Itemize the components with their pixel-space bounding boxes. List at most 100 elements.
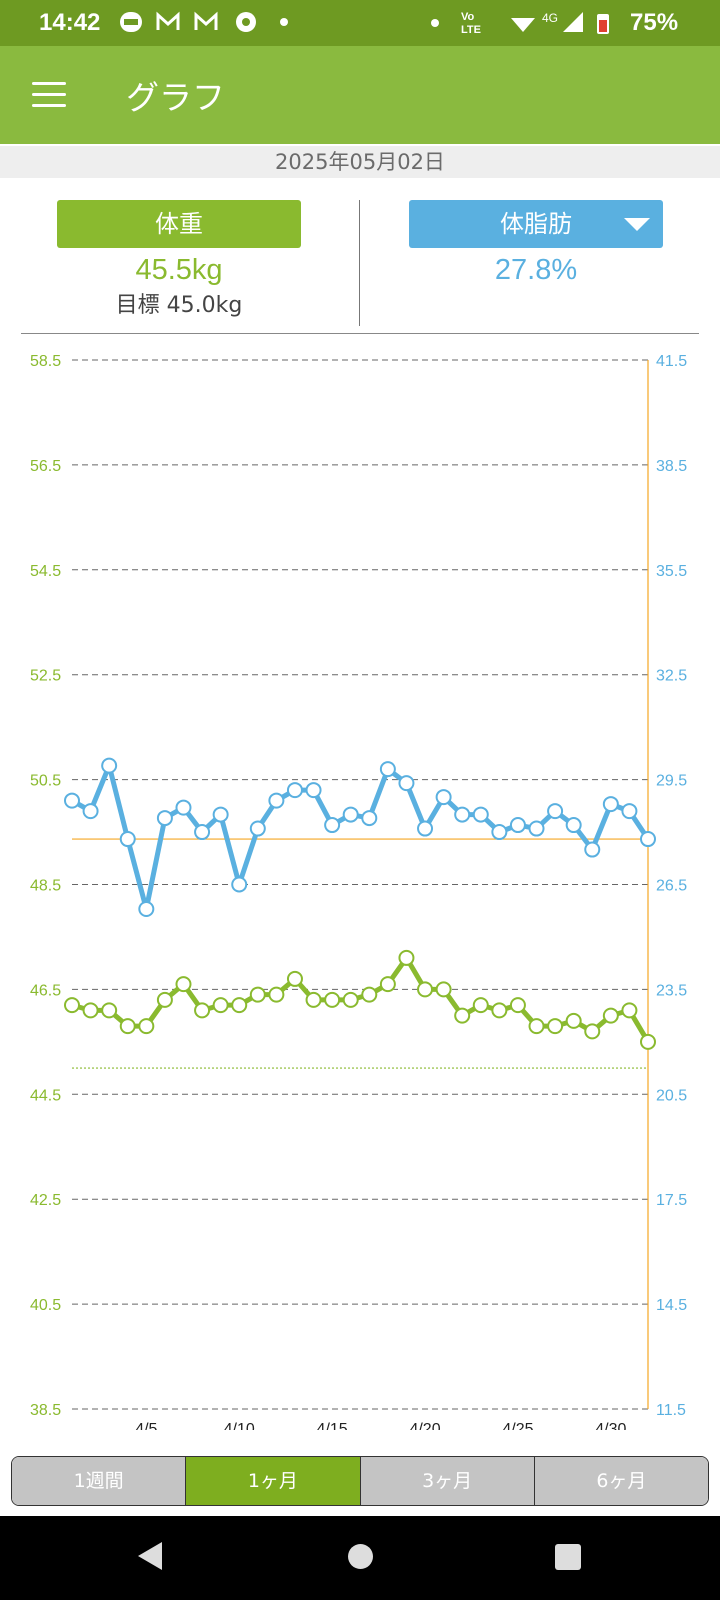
- tab-6-months[interactable]: 6ヶ月: [534, 1457, 708, 1505]
- system-icons: Vo LTE 4G: [431, 11, 609, 36]
- fat-data-point: [417, 820, 434, 837]
- recent-apps-icon[interactable]: [555, 1544, 581, 1570]
- system-nav-bar: [0, 1516, 720, 1600]
- battery-percent: 75%: [630, 9, 679, 36]
- y-right-tick-label: 38.5: [656, 458, 687, 475]
- weight-data-point: [101, 1002, 118, 1019]
- fat-summary: 体脂肪 27.8%: [408, 200, 664, 287]
- weight-data-point: [82, 1002, 99, 1019]
- back-icon[interactable]: [138, 1542, 162, 1570]
- page-title: グラフ: [126, 78, 225, 117]
- fat-data-point: [565, 817, 582, 834]
- weight-data-point: [547, 1018, 564, 1035]
- svg-text:LTE: LTE: [461, 24, 481, 36]
- weight-data-point: [286, 970, 303, 987]
- x-tick-label: 4/25: [502, 1421, 533, 1430]
- fat-dropdown[interactable]: 体脂肪: [409, 200, 663, 248]
- weight-data-point: [64, 997, 80, 1014]
- weight-data-point: [138, 1018, 155, 1035]
- chart-divider: [21, 333, 699, 334]
- fat-data-point: [472, 806, 489, 823]
- period-tabs: 1週間 1ヶ月 3ヶ月 6ヶ月: [11, 1456, 709, 1506]
- weight-data-point: [305, 991, 322, 1008]
- y-left-tick-label: 48.5: [30, 878, 61, 895]
- network-type: 4G: [542, 11, 558, 25]
- weight-data-point: [640, 1033, 656, 1050]
- fat-data-point: [101, 757, 118, 774]
- weight-data-point: [231, 997, 248, 1014]
- fat-data-point: [379, 761, 396, 778]
- current-date: 2025年05月02日: [0, 146, 720, 178]
- x-tick-label: 4/20: [409, 1421, 440, 1430]
- weight-data-point: [584, 1023, 601, 1040]
- weight-data-point: [361, 986, 378, 1003]
- x-tick-label: 4/30: [595, 1421, 626, 1430]
- y-right-tick-label: 23.5: [656, 982, 687, 999]
- weight-data-point: [472, 997, 489, 1014]
- line-app-icon: [120, 12, 142, 32]
- y-right-tick-label: 29.5: [656, 773, 687, 790]
- y-left-tick-label: 52.5: [30, 668, 61, 685]
- fat-value: 27.8%: [494, 254, 578, 286]
- fat-data-point: [640, 831, 656, 848]
- fat-data-point: [621, 803, 638, 820]
- y-right-tick-label: 17.5: [656, 1192, 687, 1209]
- home-icon[interactable]: [348, 1544, 373, 1569]
- fat-data-point: [156, 810, 173, 827]
- y-right-tick-label: 26.5: [656, 878, 687, 895]
- fat-data-point: [286, 782, 303, 799]
- fat-data-point: [342, 806, 359, 823]
- fat-data-point: [305, 782, 322, 799]
- fat-data-point: [491, 824, 508, 841]
- svg-text:Vo: Vo: [461, 11, 475, 23]
- status-bar: 14:42 Vo LTE 4G 75%: [0, 0, 720, 46]
- fat-dropdown-label: 体脂肪: [500, 210, 572, 238]
- fat-data-point: [324, 817, 341, 834]
- fat-data-point: [194, 824, 211, 841]
- weight-data-point: [528, 1018, 545, 1035]
- x-tick-label: 4/15: [317, 1421, 348, 1430]
- status-time: 14:42: [39, 9, 101, 36]
- signal-icon: [563, 12, 583, 32]
- y-left-tick-label: 54.5: [30, 563, 61, 580]
- fat-data-point: [119, 831, 136, 848]
- weight-data-point: [565, 1012, 582, 1029]
- weight-data-point: [119, 1018, 136, 1035]
- more-notifications-icon: [280, 18, 288, 26]
- fat-data-point: [268, 792, 285, 809]
- weight-data-point: [379, 976, 396, 993]
- fat-data-point: [454, 806, 471, 823]
- notification-icons: [120, 11, 288, 32]
- fat-data-point: [398, 775, 415, 792]
- fat-series-line: [69, 763, 651, 912]
- fat-data-point: [212, 806, 229, 823]
- summary-divider: [359, 200, 360, 326]
- y-right-tick-label: 32.5: [656, 668, 687, 685]
- weight-data-point: [342, 991, 359, 1008]
- weight-data-point: [156, 991, 173, 1008]
- tab-1-week[interactable]: 1週間: [12, 1457, 187, 1505]
- fat-data-point: [509, 817, 526, 834]
- fat-data-point: [175, 799, 192, 816]
- fat-data-point: [435, 789, 452, 806]
- hamburger-menu-icon[interactable]: [32, 82, 66, 108]
- tab-1-month[interactable]: 1ヶ月: [186, 1457, 361, 1505]
- y-left-tick-label: 56.5: [30, 458, 61, 475]
- weight-button[interactable]: 体重: [57, 200, 301, 248]
- weight-data-point: [417, 981, 434, 998]
- x-tick-label: 4/10: [224, 1421, 255, 1430]
- y-left-tick-label: 42.5: [30, 1192, 61, 1209]
- weight-data-point: [268, 986, 285, 1003]
- weight-data-point: [621, 1002, 638, 1019]
- tab-3-months[interactable]: 3ヶ月: [360, 1457, 535, 1505]
- weight-data-point: [398, 949, 415, 966]
- fat-data-point: [547, 803, 564, 820]
- y-left-tick-label: 38.5: [30, 1402, 61, 1419]
- fat-data-point: [584, 841, 601, 858]
- weight-summary: 体重 45.5kg 目標 45.0kg: [49, 200, 309, 319]
- x-tick-label: 4/5: [135, 1421, 157, 1430]
- fat-data-point: [231, 876, 248, 893]
- weight-data-point: [454, 1007, 471, 1024]
- fat-data-point: [249, 820, 266, 837]
